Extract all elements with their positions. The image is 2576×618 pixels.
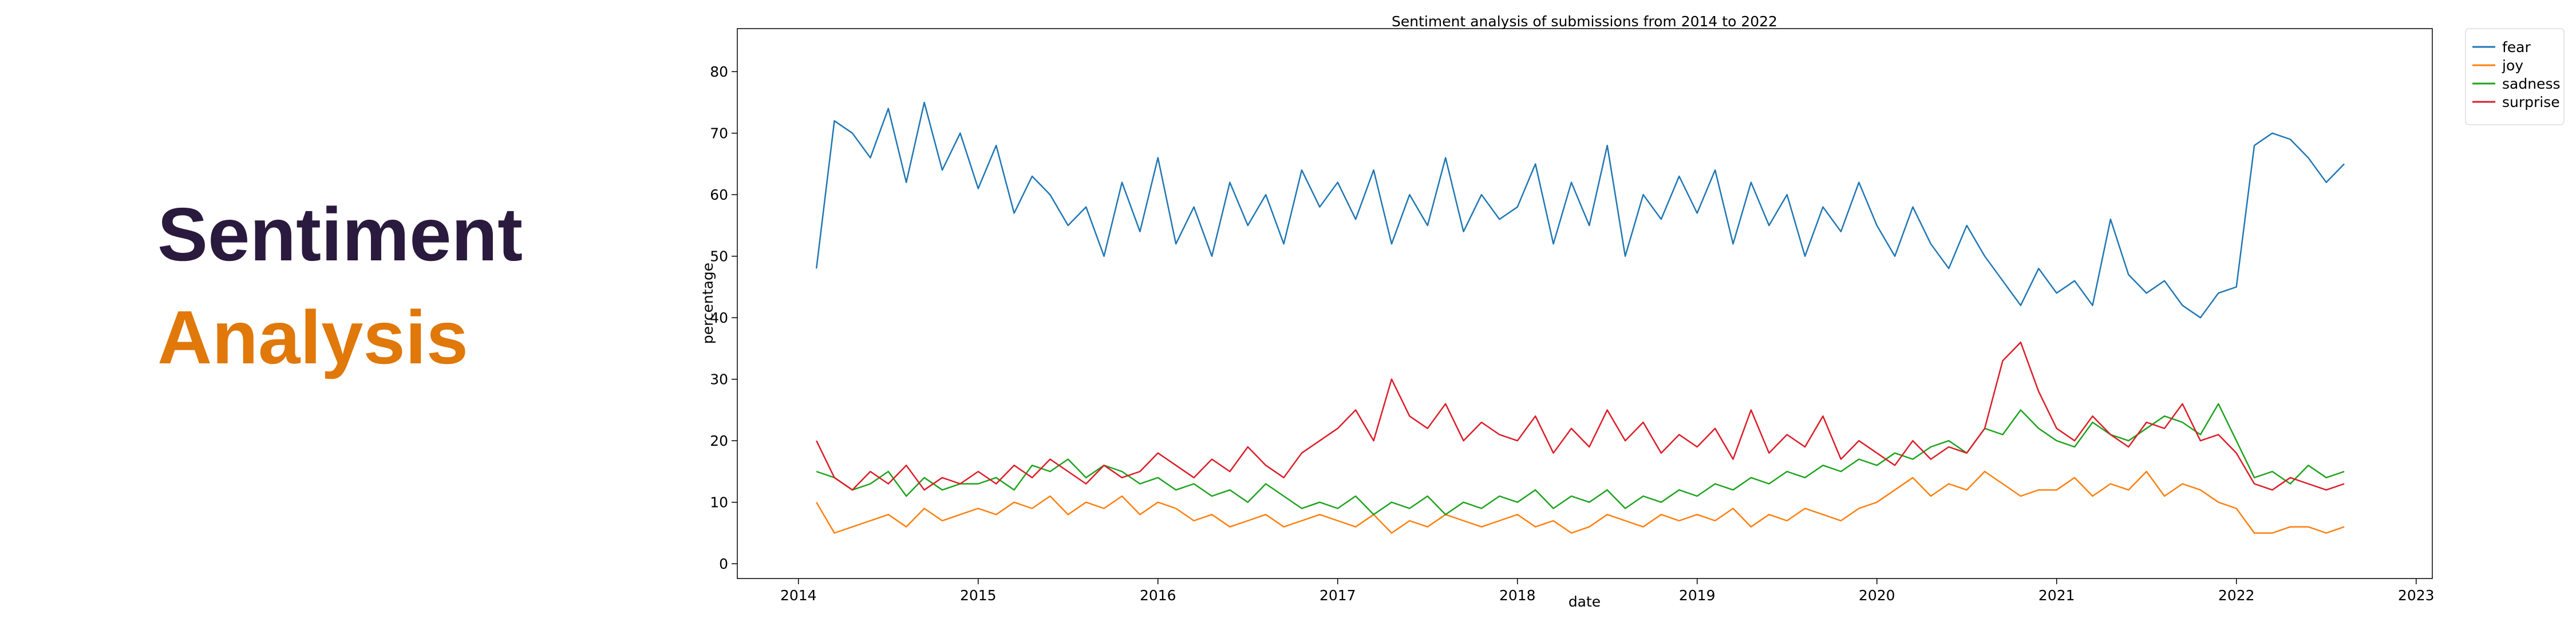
y-tick-label: 50 — [710, 248, 728, 265]
x-tick-label: 2015 — [960, 587, 997, 604]
legend-label: sadness — [2502, 76, 2561, 92]
x-tick-label: 2023 — [2398, 587, 2435, 604]
x-tick-label: 2016 — [1140, 587, 1176, 604]
x-tick-label: 2014 — [780, 587, 817, 604]
x-tick-label: 2019 — [1679, 587, 1716, 604]
y-axis-label: percentage — [700, 263, 716, 344]
legend-box — [2465, 28, 2565, 125]
x-tick-label: 2021 — [2038, 587, 2075, 604]
y-tick-label: 70 — [710, 125, 728, 142]
headline-line2: Analysis — [157, 295, 468, 379]
y-tick-label: 80 — [710, 64, 728, 80]
series-line — [816, 470, 2345, 534]
legend-label: fear — [2502, 39, 2531, 56]
headline-line1: Sentiment — [157, 192, 523, 276]
x-tick-label: 2022 — [2218, 587, 2255, 604]
y-tick-label: 60 — [710, 187, 728, 203]
series-line — [815, 101, 2345, 319]
x-axis-label: date — [1568, 593, 1601, 610]
legend-label: joy — [2502, 57, 2523, 74]
y-tick-label: 0 — [719, 556, 728, 572]
series-line — [816, 403, 2345, 516]
series-line — [816, 341, 2345, 491]
legend-label: surprise — [2502, 94, 2560, 110]
plot-frame — [737, 28, 2433, 579]
x-tick-label: 2020 — [1859, 587, 1895, 604]
y-tick-label: 40 — [710, 310, 728, 326]
x-tick-label: 2018 — [1499, 587, 1536, 604]
x-tick-label: 2017 — [1319, 587, 1356, 604]
chart-title: Sentiment analysis of submissions from 2… — [1392, 13, 1777, 30]
y-tick-label: 20 — [710, 433, 728, 449]
y-tick-label: 10 — [710, 494, 728, 511]
y-tick-label: 30 — [710, 371, 728, 388]
